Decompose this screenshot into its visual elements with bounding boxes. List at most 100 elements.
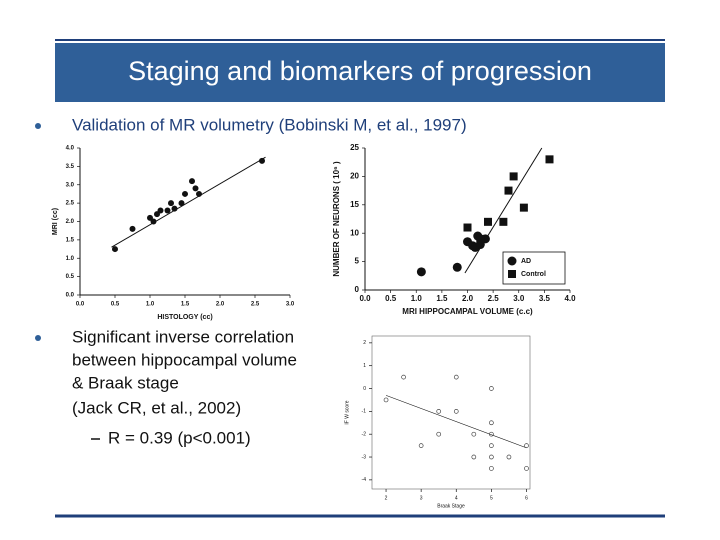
y-tick-label: 2.5 xyxy=(66,201,75,207)
x-tick-label: 0.0 xyxy=(359,294,371,303)
x-axis-label: MRI HIPPOCAMPAL VOLUME (c.c) xyxy=(402,307,533,316)
y-tick-label: 20 xyxy=(350,172,359,181)
point xyxy=(545,155,554,164)
sub-bullet-text: R = 0.39 (p<0.001) xyxy=(108,428,251,447)
point xyxy=(489,454,494,460)
x-tick-label: 5 xyxy=(490,495,493,501)
x-tick-label: 2.5 xyxy=(488,294,500,303)
point xyxy=(189,178,195,185)
y-tick-label: 0.5 xyxy=(66,274,75,280)
x-tick-label: 1.0 xyxy=(146,302,155,308)
x-tick-label: 4.0 xyxy=(564,294,576,303)
y-tick-label: 25 xyxy=(350,143,359,152)
point xyxy=(401,374,406,380)
y-tick-label: 0.0 xyxy=(66,293,75,299)
trend-line xyxy=(385,395,527,449)
y-tick-label: 2 xyxy=(363,340,366,346)
point xyxy=(524,466,529,471)
x-tick-label: 6 xyxy=(525,495,528,501)
y-tick-label: 2.0 xyxy=(66,219,75,225)
x-tick-label: 1.5 xyxy=(181,302,190,308)
point xyxy=(182,190,188,197)
point xyxy=(489,420,494,426)
bullet-text: Validation of MR volumetry (Bobinski M, … xyxy=(72,115,467,134)
legend-label: AD xyxy=(521,258,531,265)
point xyxy=(471,454,477,460)
x-tick-label: 3.5 xyxy=(539,294,551,303)
point xyxy=(504,186,513,195)
y-tick-label: 0 xyxy=(363,386,366,392)
point xyxy=(508,270,516,278)
y-tick-label: -1 xyxy=(362,409,367,415)
point xyxy=(507,256,517,266)
point xyxy=(383,397,389,403)
x-tick-label: 4 xyxy=(455,495,458,501)
y-tick-label: 1 xyxy=(363,363,366,369)
x-tick-label: 1.5 xyxy=(436,294,448,303)
point xyxy=(519,203,528,212)
trend-line xyxy=(464,147,543,274)
point xyxy=(509,172,518,181)
point xyxy=(489,466,494,471)
point xyxy=(164,207,171,214)
y-tick-label: 15 xyxy=(350,200,359,209)
x-tick-label: 2.5 xyxy=(251,302,260,308)
y-tick-label: 0 xyxy=(355,285,360,294)
x-axis-label: HISTOLOGY (cc) xyxy=(157,314,212,321)
point xyxy=(506,454,512,460)
point xyxy=(484,217,492,226)
y-tick-label: 3.5 xyxy=(66,164,75,170)
y-axis-label: IF W score xyxy=(344,400,350,424)
point xyxy=(499,217,508,226)
x-tick-label: 0.5 xyxy=(385,294,397,303)
y-tick-label: 5 xyxy=(355,257,360,266)
bullet-dot xyxy=(35,335,41,341)
x-tick-label: 0.5 xyxy=(111,302,120,308)
y-tick-label: 4.0 xyxy=(66,146,75,152)
trend-line xyxy=(111,156,266,248)
point xyxy=(418,443,424,448)
point xyxy=(452,262,462,272)
point xyxy=(192,185,199,192)
x-tick-label: 3 xyxy=(420,495,423,501)
point xyxy=(416,267,426,277)
point xyxy=(453,374,459,380)
point xyxy=(436,431,442,437)
point xyxy=(489,386,494,391)
x-tick-label: 2.0 xyxy=(462,294,474,303)
y-tick-label: 3.0 xyxy=(66,182,75,188)
y-tick-label: 1.0 xyxy=(66,256,75,262)
title-bar xyxy=(55,43,665,102)
y-tick-label: 10 xyxy=(350,228,359,237)
bullet-text: & Braak stage xyxy=(72,373,179,392)
point xyxy=(196,190,202,197)
point xyxy=(171,205,178,212)
x-axis-label: Braak Stage xyxy=(437,503,465,509)
y-tick-label: -2 xyxy=(362,432,367,438)
point xyxy=(453,409,459,414)
point xyxy=(489,443,494,448)
slide-title: Staging and biomarkers of progression xyxy=(128,56,592,86)
x-tick-label: 3.0 xyxy=(513,294,525,303)
y-axis-label: MRI (cc) xyxy=(52,208,59,235)
point xyxy=(476,234,485,243)
x-tick-label: 2 xyxy=(385,495,388,501)
y-axis-label: NUMBER OF NEURONS ( 10⁶ ) xyxy=(332,161,341,277)
point xyxy=(129,225,136,232)
point xyxy=(157,207,164,214)
y-tick-label: 1.5 xyxy=(66,237,75,243)
point xyxy=(471,431,477,437)
x-tick-label: 3.0 xyxy=(286,302,295,308)
point xyxy=(168,200,174,207)
point xyxy=(178,200,185,207)
point xyxy=(436,409,442,414)
point xyxy=(150,218,157,225)
bullet-text: (Jack CR, et al., 2002) xyxy=(72,398,241,417)
bullet-text: Significant inverse correlation xyxy=(72,327,294,346)
bullet-text: between hippocampal volume xyxy=(72,350,297,369)
point xyxy=(524,443,529,448)
x-tick-label: 0.0 xyxy=(76,302,85,308)
x-tick-label: 2.0 xyxy=(216,302,225,308)
